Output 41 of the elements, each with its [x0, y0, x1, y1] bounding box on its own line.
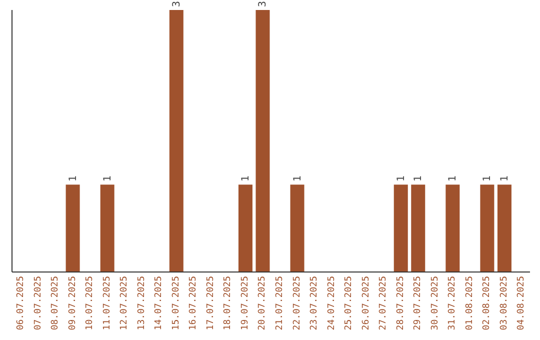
x-tick-label: 20.07.2025	[258, 276, 268, 330]
x-tick-label: 03.08.2025	[499, 276, 510, 330]
x-tick-label: 30.07.2025	[430, 276, 440, 330]
data-label: 3	[171, 0, 182, 7]
x-tick-label: 09.07.2025	[68, 276, 78, 330]
x-tick-label: 15.07.2025	[171, 276, 182, 330]
x-tick-label: 01.08.2025	[464, 276, 475, 330]
x-tick-label: 11.07.2025	[102, 276, 112, 330]
x-tick-label: 12.07.2025	[120, 276, 130, 330]
x-tick-label: 24.07.2025	[326, 276, 337, 330]
x-tick-label: 22.07.2025	[292, 276, 302, 330]
data-label: 1	[499, 176, 510, 182]
x-tick-label: 17.07.2025	[206, 276, 216, 330]
x-tick-label: 13.07.2025	[136, 276, 147, 330]
x-tick-label: 27.07.2025	[378, 276, 389, 330]
data-label: 1	[68, 176, 79, 182]
data-label: 1	[482, 176, 494, 182]
x-tick-label: 28.07.2025	[396, 276, 406, 330]
data-label: 1	[396, 176, 407, 182]
x-tick-label: 16.07.2025	[188, 276, 199, 330]
x-tick-label: 31.07.2025	[448, 276, 458, 330]
x-tick-label: 02.08.2025	[482, 276, 492, 330]
x-tick-label: 21.07.2025	[275, 276, 286, 330]
x-tick-label: 23.07.2025	[310, 276, 320, 330]
data-label: 1	[413, 176, 424, 182]
x-tick-label: 14.07.2025	[154, 276, 164, 330]
x-tick-label: 18.07.2025	[223, 276, 234, 330]
x-tick-label: 08.07.2025	[50, 276, 61, 330]
data-label: 1	[448, 176, 459, 182]
x-tick-label: 04.08.2025	[516, 276, 527, 330]
x-tick-label: 06.07.2025	[16, 276, 26, 330]
data-label: 1	[292, 176, 304, 182]
x-tick-label: 19.07.2025	[240, 276, 250, 330]
data-label: 1	[240, 176, 252, 182]
x-tick-label: 25.07.2025	[344, 276, 354, 330]
data-label: 1	[102, 176, 114, 182]
x-tick-label: 10.07.2025	[85, 276, 96, 330]
x-tick-label: 29.07.2025	[413, 276, 424, 330]
data-label: 3	[258, 0, 269, 7]
x-tick-label: 26.07.2025	[361, 276, 372, 330]
x-tick-label: 07.07.2025	[33, 276, 44, 330]
